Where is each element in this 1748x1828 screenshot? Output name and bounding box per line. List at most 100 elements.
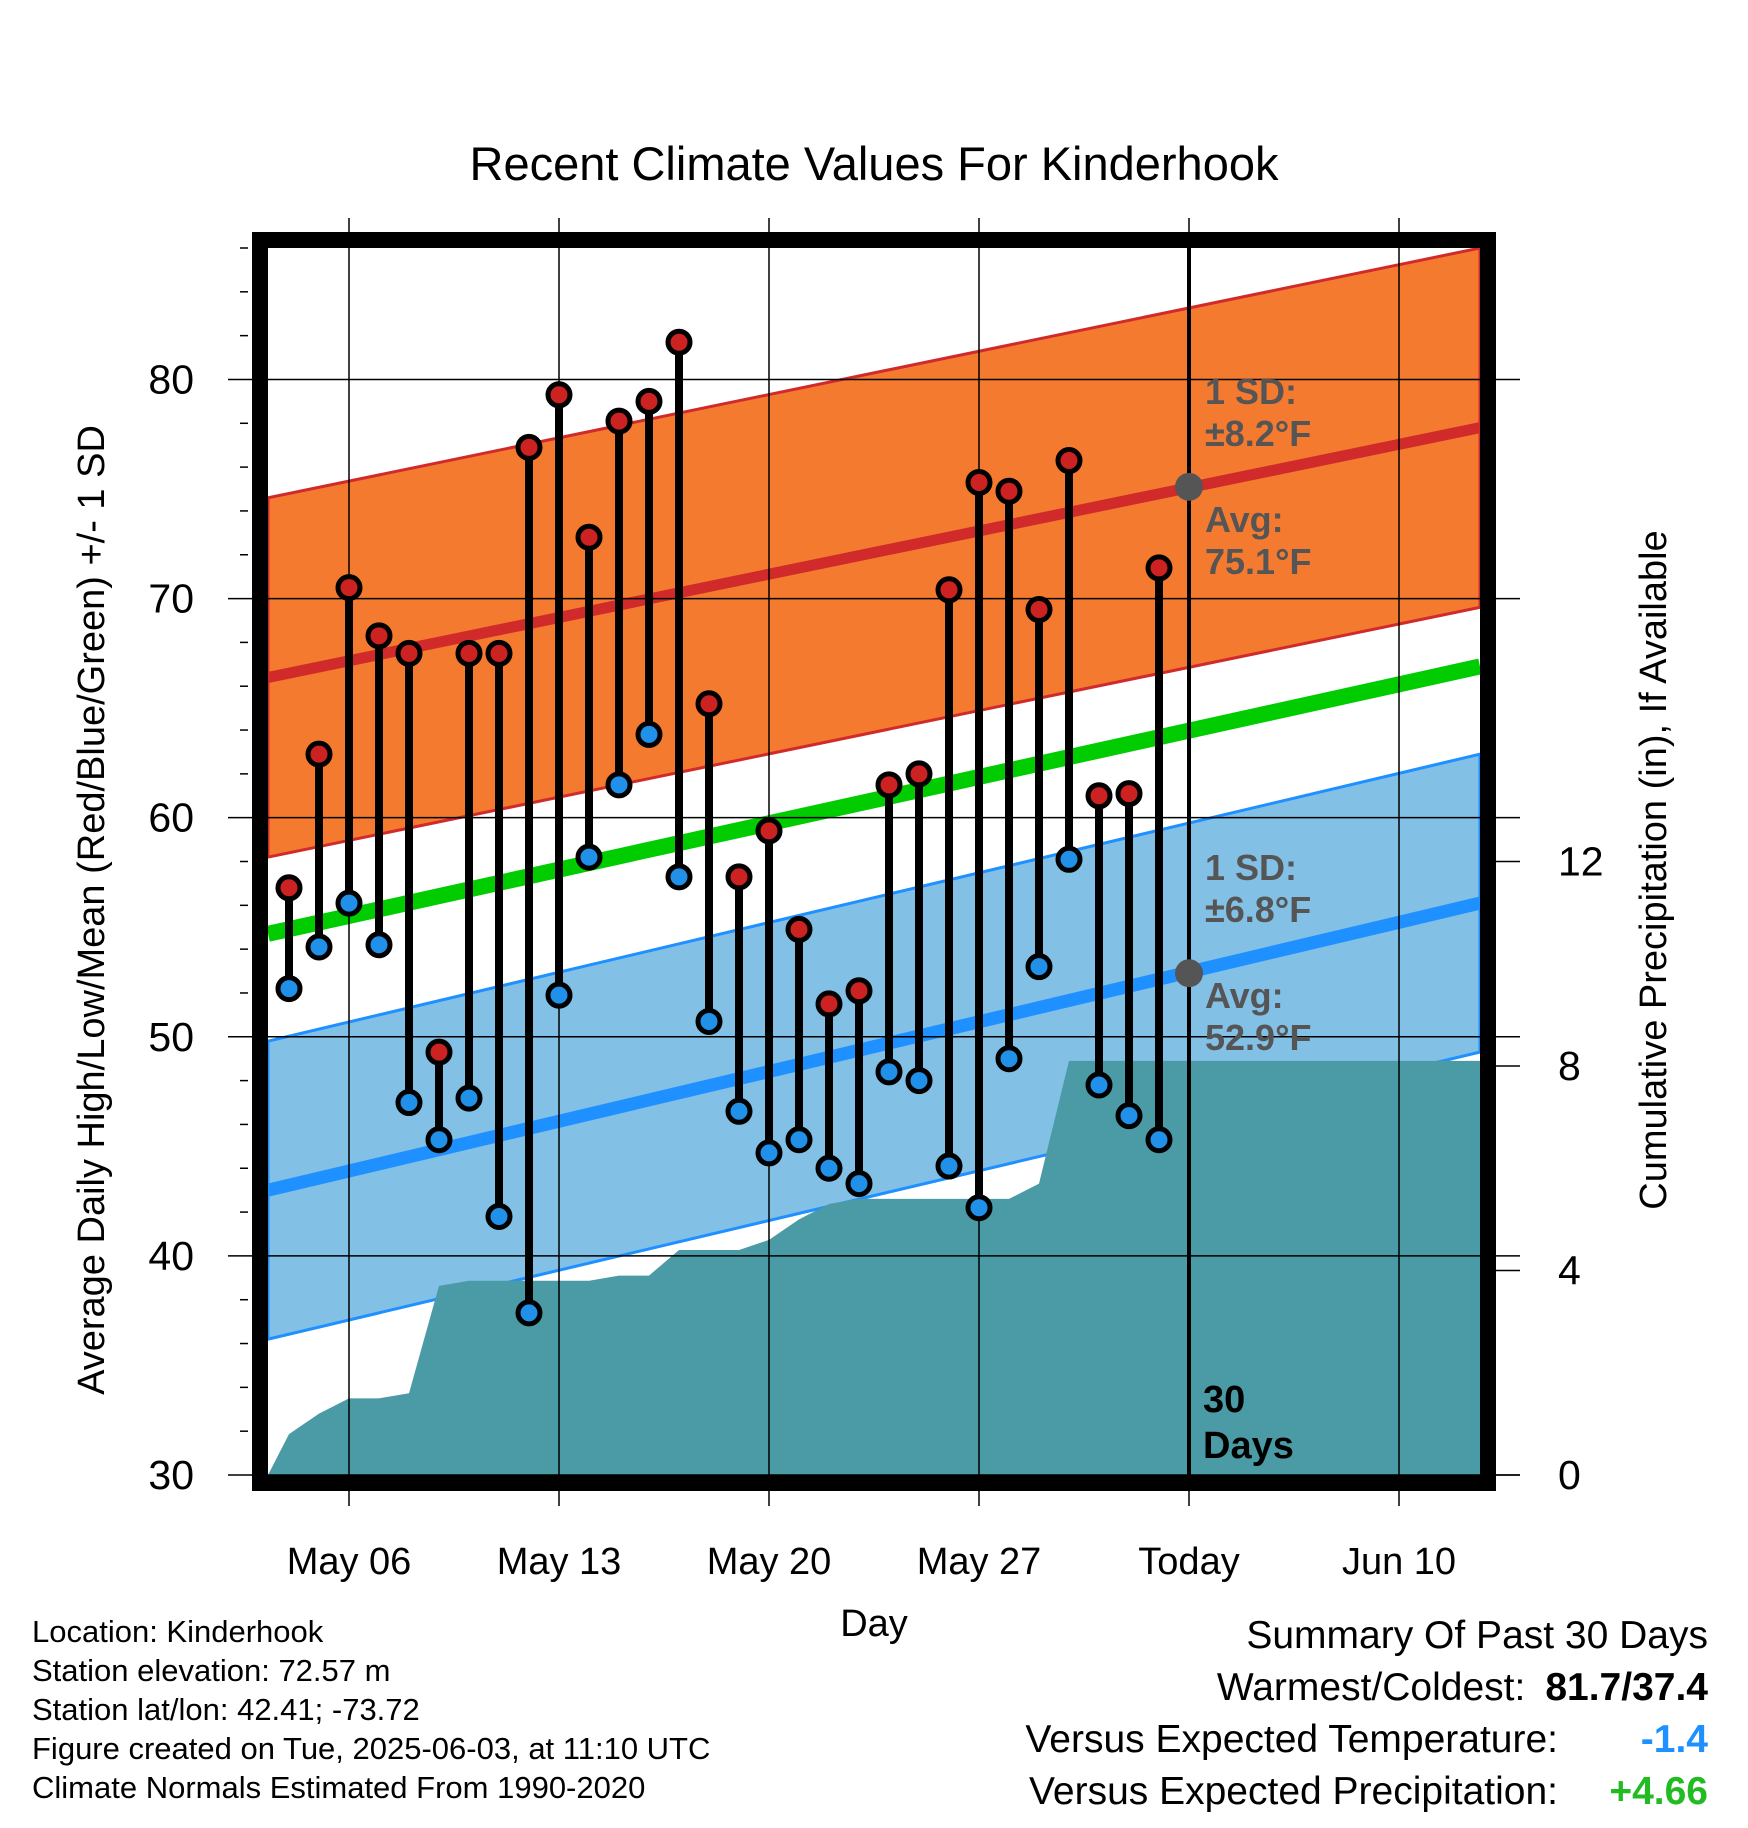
- summary-temp-row: Versus Expected Temperature: -1.4: [1025, 1714, 1708, 1766]
- summary-precip-row: Versus Expected Precipitation: +4.66: [1025, 1766, 1708, 1818]
- summary-title: Summary Of Past 30 Days: [1246, 1614, 1708, 1657]
- warmest-label: Warmest/Coldest:: [1216, 1666, 1526, 1709]
- high-temp-point: [905, 760, 933, 788]
- low-temp-point: [1055, 845, 1083, 873]
- low-temp-point: [425, 1126, 453, 1154]
- high-temp-point: [815, 990, 843, 1018]
- high-temp-point: [695, 690, 723, 718]
- location-text: Location: Kinderhook: [32, 1614, 324, 1649]
- high-temp-point: [965, 468, 993, 496]
- low-temp-point: [575, 843, 603, 871]
- low-temp-point: [545, 981, 573, 1009]
- high-temp-point: [845, 977, 873, 1005]
- high-temp-point: [365, 622, 393, 650]
- high-temp-point: [575, 523, 603, 551]
- latlon-text: Station lat/lon: 42.41; -73.72: [32, 1692, 420, 1727]
- summary-panel: Summary Of Past 30 Days Warmest/Coldest:…: [1025, 1610, 1708, 1818]
- low-temp-point: [695, 1007, 723, 1035]
- low-temp-point: [845, 1170, 873, 1198]
- high-temp-point: [935, 576, 963, 604]
- y-tick-label: 50: [148, 1014, 194, 1060]
- high-temp-point: [305, 740, 333, 768]
- high-temp-point: [545, 381, 573, 409]
- plot-inner: [268, 248, 1480, 1475]
- x-tick-label: May 27: [917, 1541, 1042, 1583]
- summary-warmest-row: Warmest/Coldest: 81.7/37.4: [1025, 1662, 1708, 1714]
- precip-value: +4.66: [1609, 1770, 1708, 1813]
- normals-text: Climate Normals Estimated From 1990-2020: [32, 1770, 646, 1805]
- low-avg-marker: [1175, 959, 1203, 988]
- warmest-value: 81.7/37.4: [1545, 1666, 1708, 1709]
- x-tick-label: May 13: [497, 1541, 622, 1583]
- low-temp-point: [635, 720, 663, 748]
- low-temp-point: [395, 1089, 423, 1117]
- low-temp-point: [485, 1202, 513, 1230]
- low-temp-point: [905, 1067, 933, 1095]
- chart-title: Recent Climate Values For Kinderhook: [470, 137, 1279, 190]
- low-temp-point: [1145, 1126, 1173, 1154]
- x-tick-label: Today: [1138, 1541, 1239, 1583]
- high-temp-point: [785, 915, 813, 943]
- high-temp-point: [995, 477, 1023, 505]
- high-temp-point: [875, 771, 903, 799]
- plot-area: 1 SD: ±8.2°F Avg: 75.1°F 1 SD: ±6.8°F Avg: 52.9…: [148, 218, 1604, 1583]
- temp-value: -1.4: [1640, 1718, 1708, 1761]
- high-temp-point: [1025, 596, 1053, 624]
- station-info: Location: Kinderhook Station elevation: …: [32, 1612, 710, 1807]
- y-tick-label: 40: [148, 1233, 194, 1279]
- x-tick-label: May 06: [287, 1541, 412, 1583]
- y2-tick-label: 12: [1558, 839, 1604, 885]
- created-text: Figure created on Tue, 2025-06-03, at 11…: [32, 1731, 711, 1766]
- low-temp-point: [1115, 1102, 1143, 1130]
- low-temp-point: [305, 933, 333, 961]
- elevation-text: Station elevation: 72.57 m: [32, 1653, 391, 1688]
- low-temp-point: [875, 1058, 903, 1086]
- high-avg-marker: [1175, 472, 1203, 501]
- low-temp-point: [815, 1154, 843, 1182]
- low-sd-annotation: 1 SD: ±6.8°F: [1205, 847, 1311, 930]
- normal-high-line: [268, 422, 1480, 683]
- low-temp-point: [665, 863, 693, 891]
- high-avg-annotation: Avg: 75.1°F: [1205, 499, 1311, 582]
- precipitation-area: [268, 1060, 1480, 1475]
- high-temp-point: [335, 574, 363, 602]
- low-avg-annotation: Avg: 52.9°F: [1205, 975, 1311, 1058]
- high-temp-point: [275, 874, 303, 902]
- high-temp-point: [635, 387, 663, 415]
- x-tick-label: May 20: [707, 1541, 832, 1583]
- y2-tick-label: 4: [1558, 1248, 1581, 1294]
- high-temp-point: [665, 328, 693, 356]
- high-temp-point: [515, 433, 543, 461]
- high-temp-point: [755, 817, 783, 845]
- low-temp-point: [995, 1045, 1023, 1073]
- low-temp-point: [725, 1097, 753, 1125]
- high-sd-annotation: 1 SD: ±8.2°F: [1205, 371, 1311, 454]
- low-temp-point: [335, 889, 363, 917]
- high-temp-point: [1055, 447, 1083, 475]
- high-temp-point: [485, 639, 513, 667]
- low-temp-point: [275, 975, 303, 1003]
- low-temp-point: [755, 1139, 783, 1167]
- y-tick-label: 80: [148, 356, 194, 402]
- low-temp-point: [935, 1152, 963, 1180]
- x-tick-label: Jun 10: [1342, 1541, 1456, 1583]
- x-axis-label: Day: [840, 1603, 908, 1645]
- high-temp-point: [725, 863, 753, 891]
- low-temp-point: [515, 1299, 543, 1327]
- high-temp-point: [395, 639, 423, 667]
- low-temp-point: [1085, 1071, 1113, 1099]
- low-temp-point: [365, 931, 393, 959]
- y-tick-label: 30: [148, 1452, 194, 1498]
- low-temp-point: [605, 771, 633, 799]
- y-tick-label: 70: [148, 576, 194, 622]
- y-tick-label: 60: [148, 795, 194, 841]
- y2-tick-label: 8: [1558, 1043, 1581, 1089]
- low-temp-point: [455, 1084, 483, 1112]
- low-temp-point: [965, 1194, 993, 1222]
- high-temp-point: [455, 639, 483, 667]
- y2-axis-label: Cumulative Precipitation (in), If Availa…: [1633, 530, 1675, 1209]
- temp-label: Versus Expected Temperature:: [1025, 1718, 1558, 1761]
- high-temp-point: [425, 1038, 453, 1066]
- precip-label: Versus Expected Precipitation:: [1029, 1770, 1558, 1813]
